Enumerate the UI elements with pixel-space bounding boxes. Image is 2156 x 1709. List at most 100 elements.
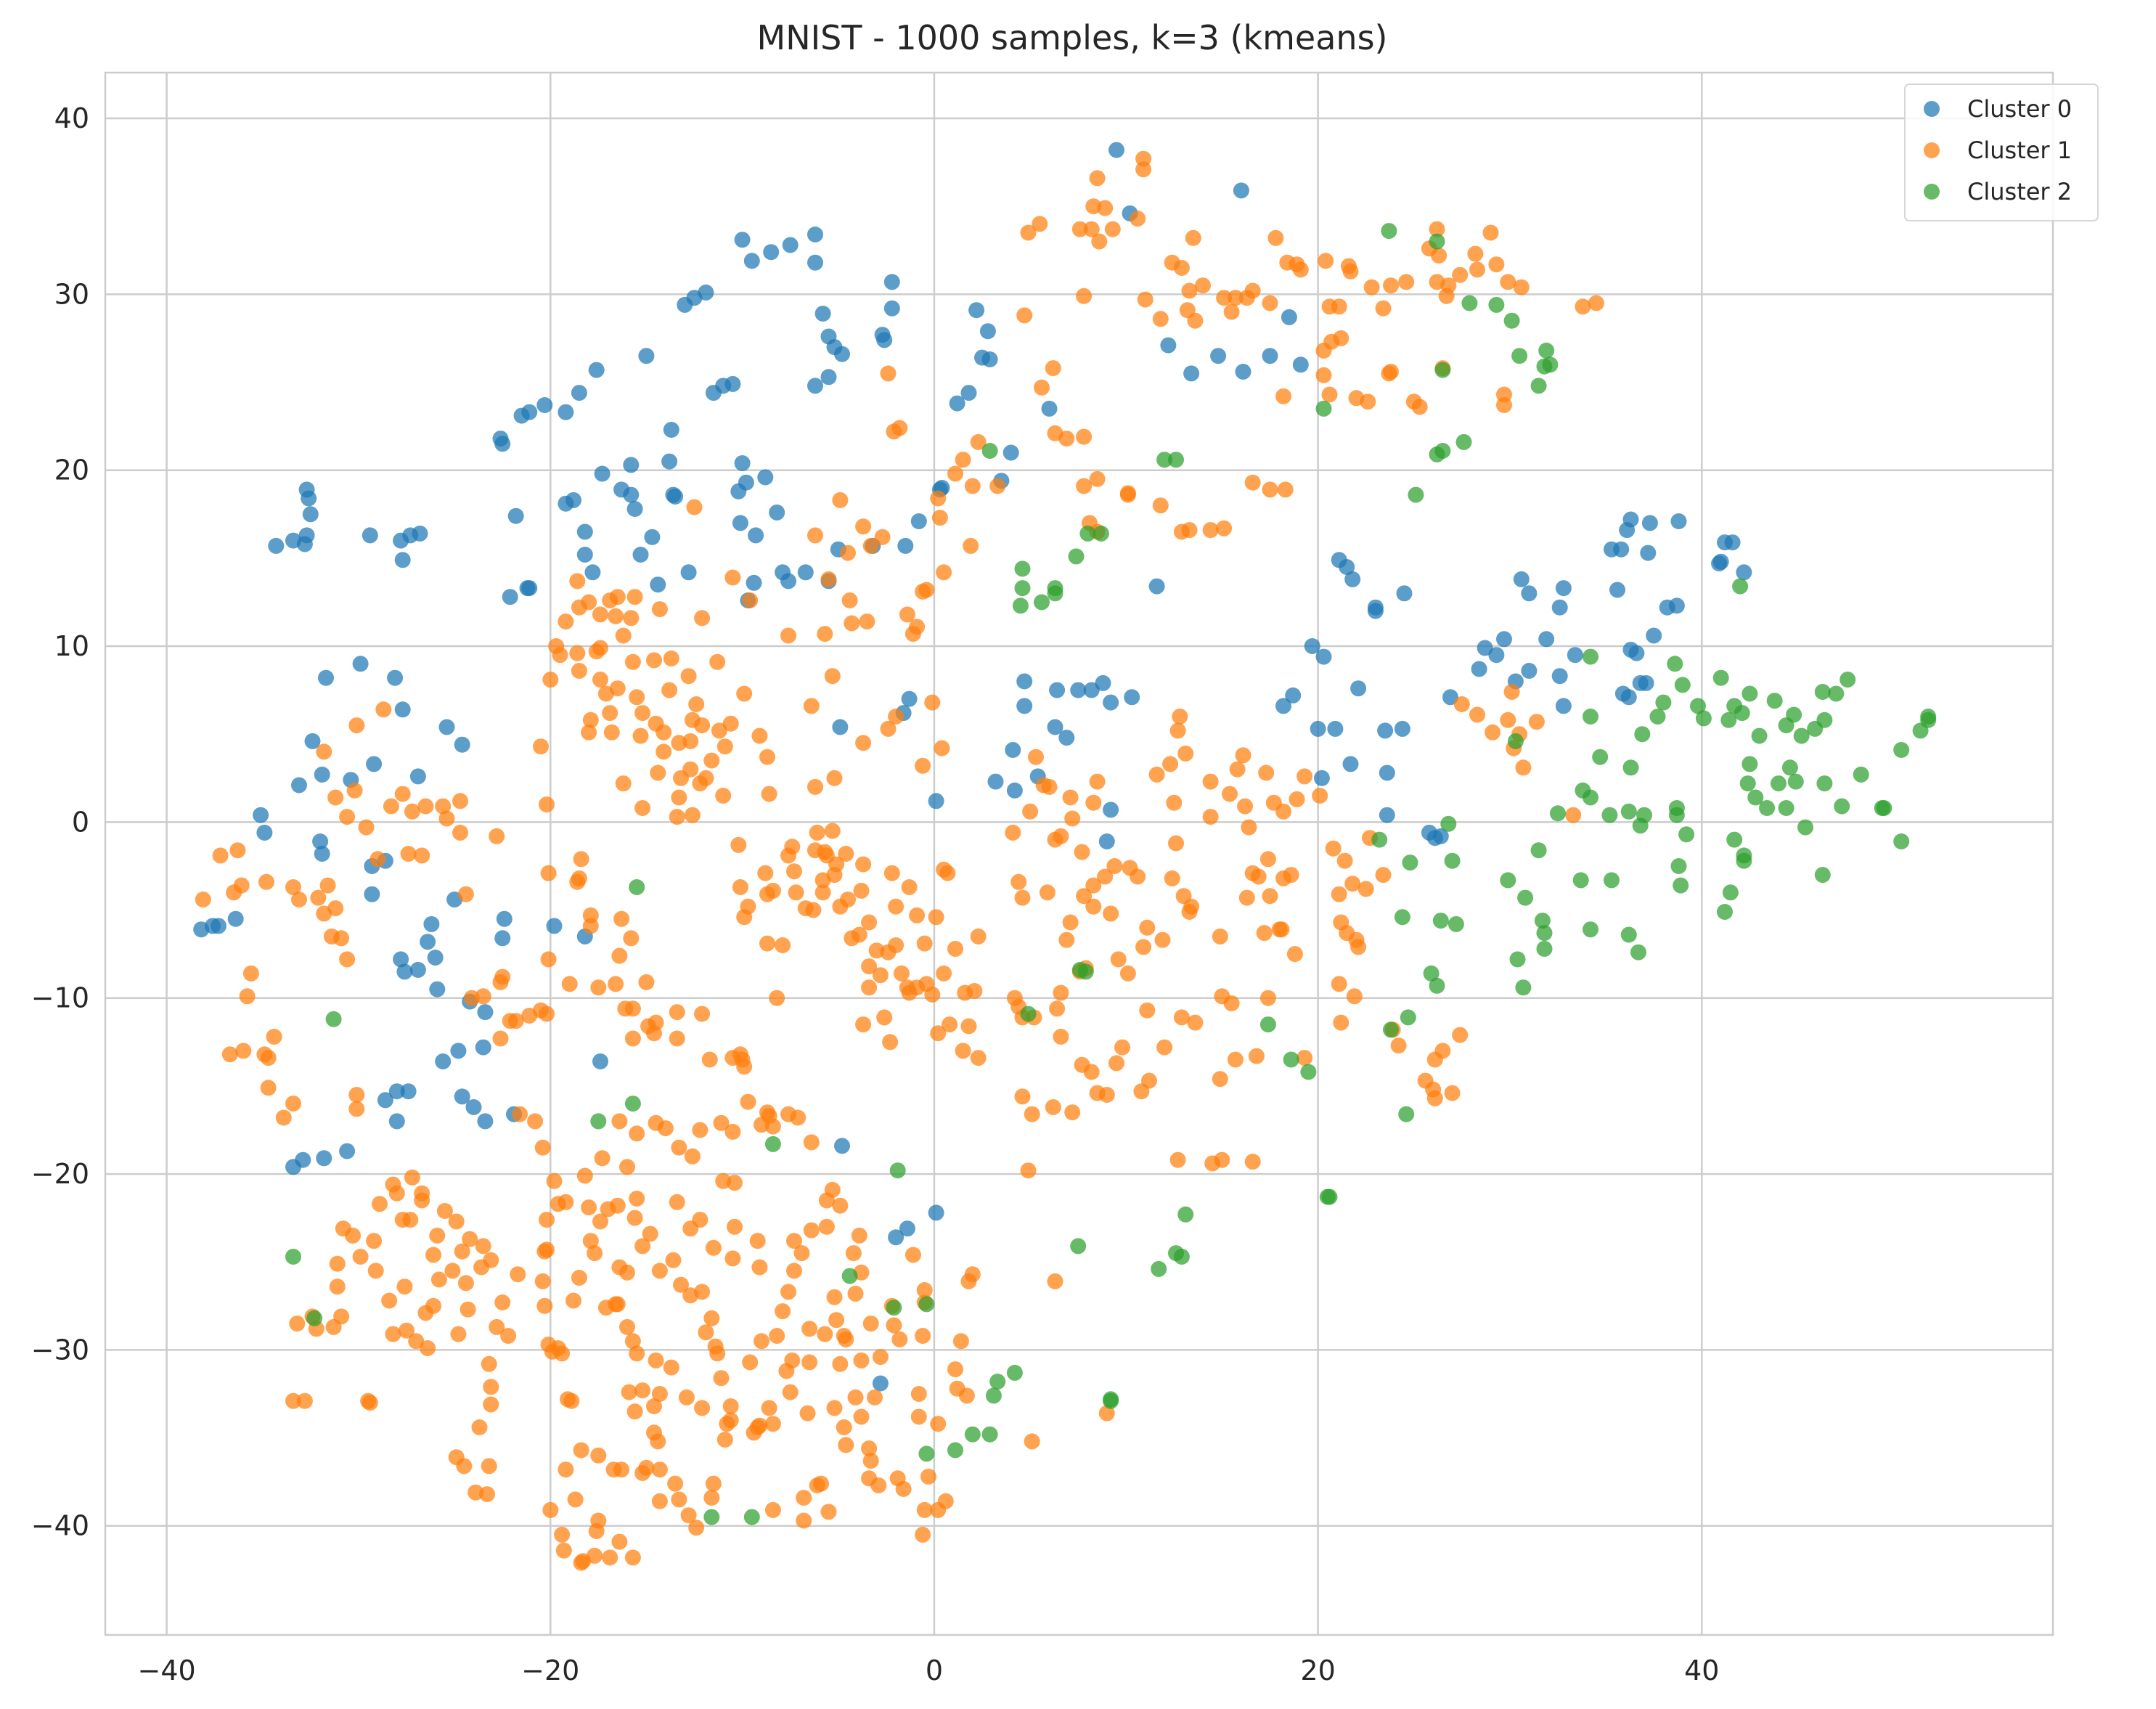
data-point [576,1167,593,1184]
data-point [590,1512,607,1529]
data-point [1152,311,1169,327]
data-point [748,527,764,544]
data-point [1893,833,1910,849]
data-point [759,749,775,765]
data-point [880,720,897,737]
x-tick-label: 0 [926,1655,943,1686]
data-point [352,1249,369,1265]
data-point [1536,925,1553,942]
data-point [539,1212,555,1228]
data-point [1440,815,1457,832]
data-point [1367,603,1384,619]
data-point [644,529,661,545]
data-point [899,1220,915,1237]
data-point [1183,898,1200,915]
data-point [1098,1405,1115,1422]
data-point [1342,756,1359,772]
data-point [546,1172,563,1189]
y-tick-label: 40 [54,102,89,134]
data-point [1181,282,1198,299]
data-point [1016,698,1033,714]
data-point [989,478,1006,494]
data-point [958,1387,975,1404]
data-point [872,1349,889,1366]
data-point [671,1491,687,1508]
data-point [381,1292,398,1309]
data-point [1614,685,1631,702]
data-point [705,1475,722,1492]
data-point [1058,431,1075,447]
data-point [651,1263,668,1279]
data-point [979,323,996,340]
y-tick-label: −20 [31,1158,89,1190]
data-point [569,573,586,590]
data-point [1058,931,1075,948]
data-point [1453,696,1470,712]
data-point [481,1355,497,1372]
data-point [732,879,748,895]
data-point [1778,800,1794,816]
data-point [918,1296,935,1313]
data-point [266,1029,282,1045]
data-point [540,951,557,968]
data-point [1187,312,1204,329]
data-point [814,884,831,901]
data-point [663,1359,679,1376]
data-point [688,1520,705,1536]
data-point [947,1442,963,1459]
data-point [1172,709,1188,725]
data-point [669,809,685,825]
data-point [1814,684,1831,700]
data-point [448,1449,465,1466]
data-point [901,690,918,707]
data-point [1720,711,1737,728]
data-point [624,1030,641,1047]
data-point [764,1135,781,1152]
data-point [793,1245,810,1262]
data-point [481,1458,497,1475]
data-point [1313,770,1330,786]
data-point [435,1053,452,1069]
data-point [608,976,624,992]
data-point [834,346,850,362]
data-point [1751,727,1768,744]
data-point [759,1104,775,1121]
data-point [634,1382,651,1399]
data-point [602,1549,618,1566]
data-point [1722,884,1739,901]
data-point [414,1192,430,1209]
data-point [1371,831,1388,848]
data-point [623,486,640,503]
data-point [475,1238,491,1255]
data-point [367,1263,384,1279]
data-point [1273,921,1290,938]
data-point [435,798,452,815]
data-point [924,694,941,711]
data-point [918,1445,935,1462]
data-point [680,564,697,581]
data-point [743,253,760,269]
data-point [1014,560,1031,577]
data-point [1339,559,1355,575]
data-point [694,1284,711,1300]
data-point [650,764,666,781]
data-point [981,351,998,367]
data-point [452,793,468,809]
data-point [841,1268,858,1284]
data-point [502,1013,518,1029]
data-point [872,1375,889,1392]
data-point [1381,223,1397,240]
data-point [1732,578,1749,595]
data-point [740,1093,756,1110]
data-point [855,735,872,751]
data-point [1034,379,1050,396]
data-point [285,1096,301,1112]
data-point [688,696,705,712]
data-point [1507,733,1524,749]
data-point [915,757,931,774]
data-point [388,1083,405,1100]
data-point [981,1426,998,1443]
data-point [260,1050,277,1066]
data-point [404,803,420,820]
data-point [1408,486,1424,503]
